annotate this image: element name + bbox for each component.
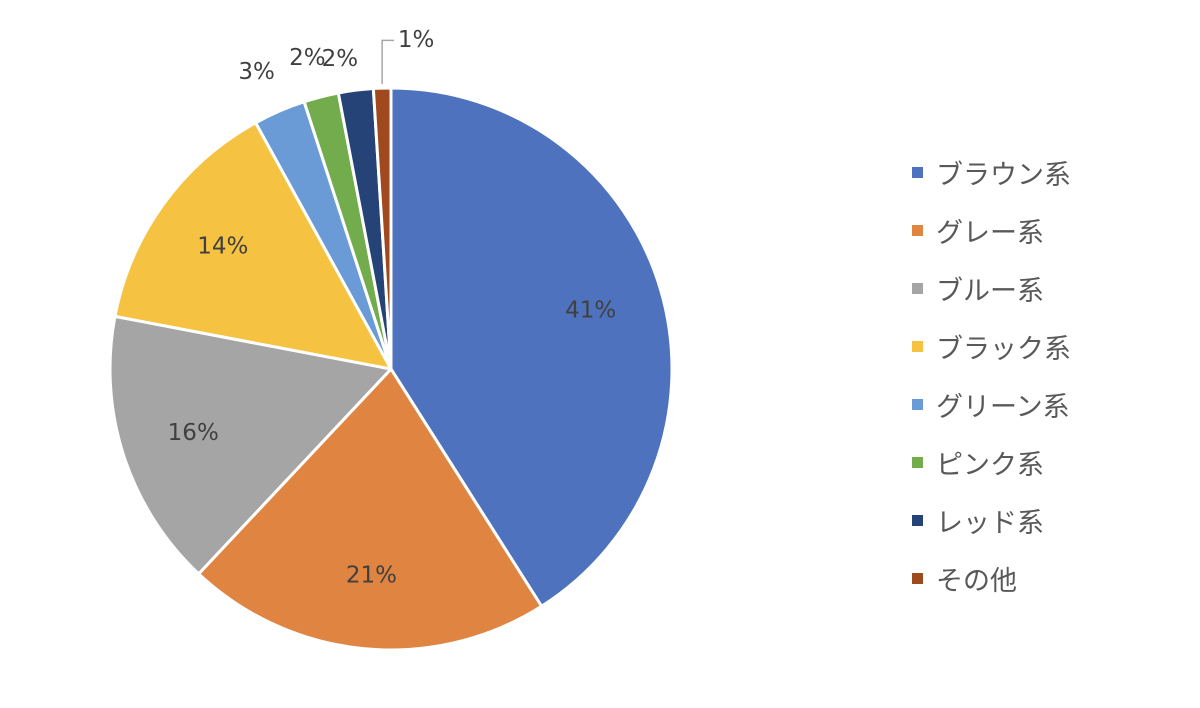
legend-label: レッド系 <box>936 507 1044 539</box>
legend-swatch <box>912 398 923 410</box>
legend-label: ブルー系 <box>936 275 1044 307</box>
legend-label: その他 <box>936 565 1017 597</box>
legend-item: グレー系 <box>912 201 1071 259</box>
data-labels: 41% 21% 16% 14% 3% 2%2% 1% <box>168 27 617 589</box>
legend-swatch <box>912 514 923 526</box>
leader-line <box>381 39 395 85</box>
legend-swatch <box>912 456 923 468</box>
data-label: 14% <box>197 233 248 259</box>
legend-item: その他 <box>912 549 1071 607</box>
data-label: 1% <box>398 27 435 53</box>
legend-item: レッド系 <box>912 491 1071 549</box>
legend-swatch <box>912 340 923 352</box>
legend-label: ブラウン系 <box>936 159 1071 191</box>
pie-slice <box>389 86 674 608</box>
legend-item: ブルー系 <box>912 259 1071 317</box>
pie-slice <box>197 367 544 652</box>
legend-swatch <box>912 224 923 236</box>
leader-lines <box>381 39 395 85</box>
legend-label: グレー系 <box>936 217 1044 249</box>
pie-slice <box>113 121 393 371</box>
data-label: 2% <box>289 45 326 71</box>
legend-swatch <box>912 166 923 178</box>
data-label: 16% <box>168 420 219 446</box>
legend-item: ピンク系 <box>912 433 1071 491</box>
legend-label: ピンク系 <box>936 449 1044 481</box>
pie-slice <box>108 314 393 576</box>
legend-swatch <box>912 572 923 584</box>
legend-label: ブラック系 <box>936 333 1071 365</box>
data-label: 41% <box>565 297 616 323</box>
pie-slices <box>108 86 674 652</box>
legend-label: グリーン系 <box>936 391 1070 423</box>
legend-item: グリーン系 <box>912 375 1071 433</box>
legend: ブラウン系グレー系ブルー系ブラック系グリーン系ピンク系レッド系その他 <box>912 143 1071 607</box>
legend-swatch <box>912 282 923 294</box>
legend-item: ブラウン系 <box>912 143 1071 201</box>
data-label: 3% <box>238 59 275 85</box>
legend-item: ブラック系 <box>912 317 1071 375</box>
data-label: 2% <box>322 46 359 72</box>
pie-slice <box>371 86 393 371</box>
data-label: 21% <box>346 563 397 589</box>
